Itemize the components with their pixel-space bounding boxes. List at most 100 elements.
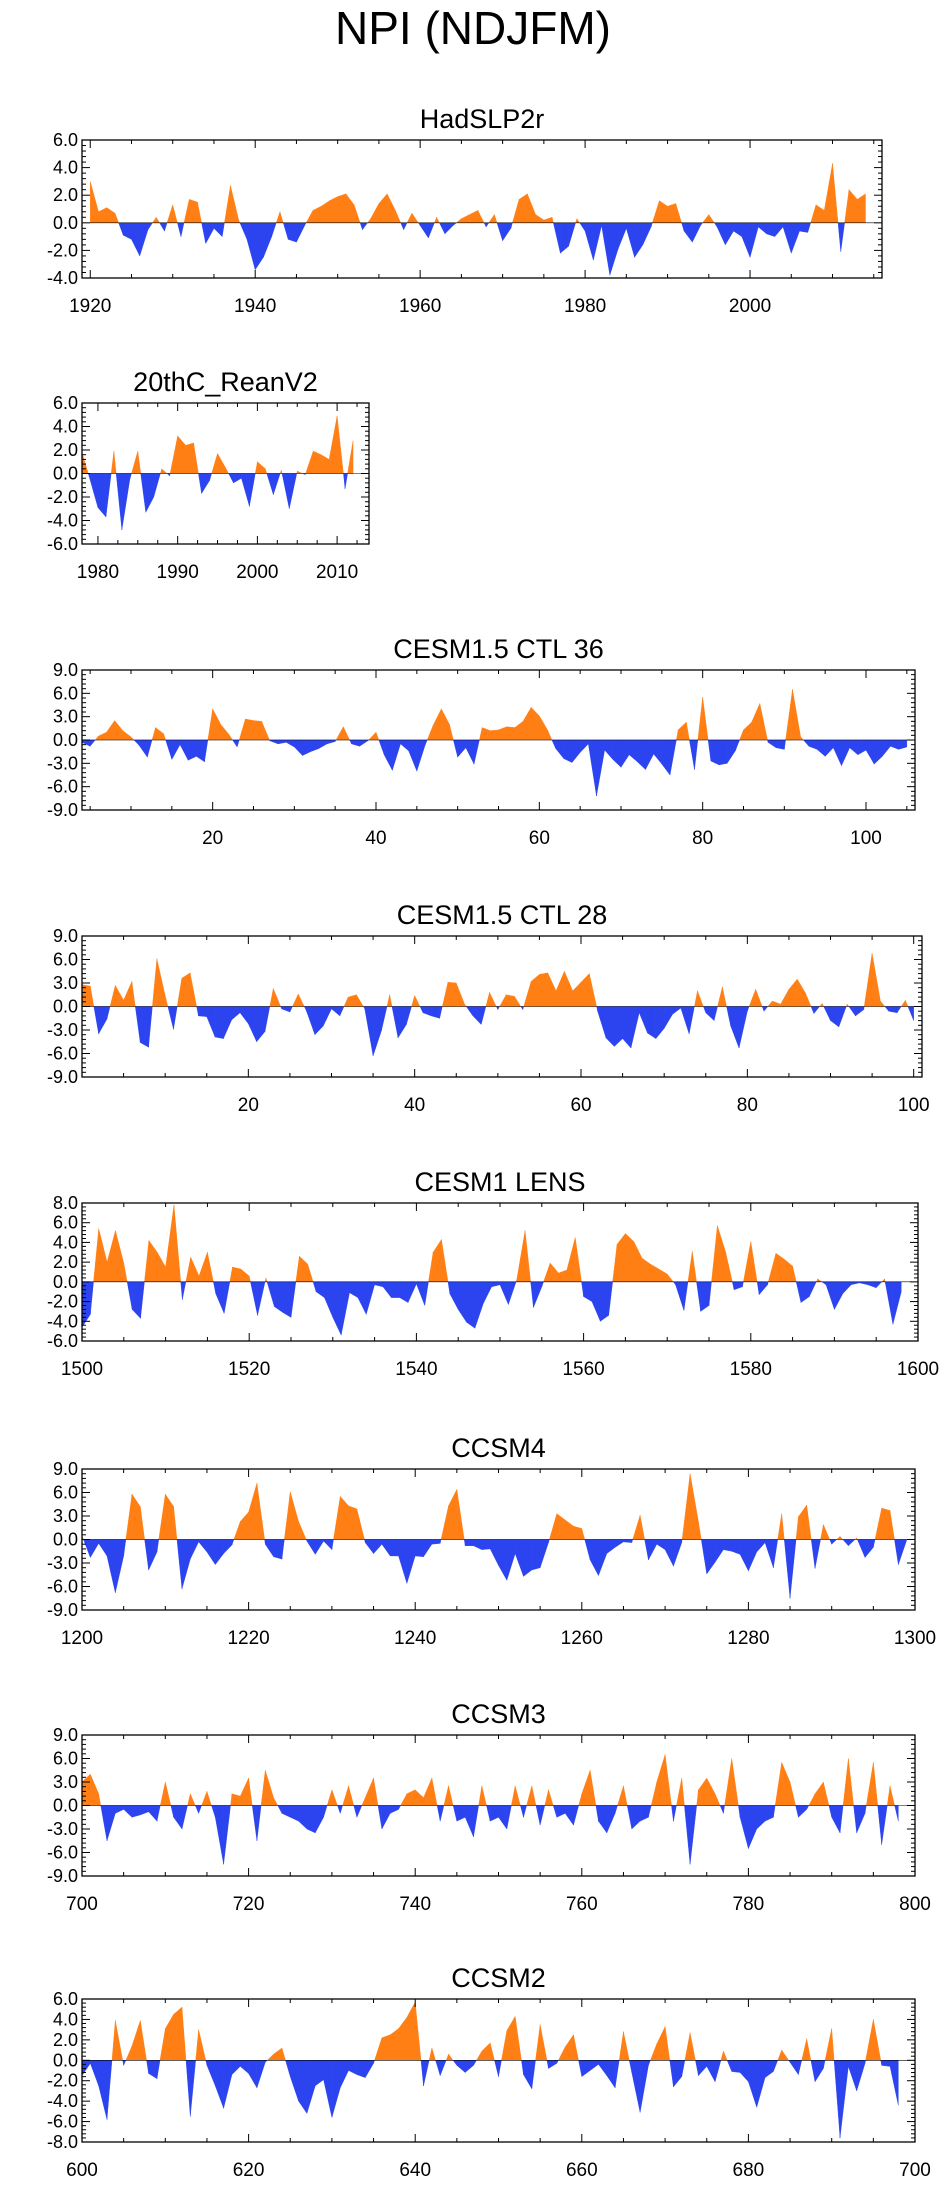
- negative-area-segment: [282, 222, 289, 240]
- negative-area-segment: [397, 1006, 407, 1039]
- negative-area-segment: [520, 1006, 523, 1011]
- negative-area-segment: [133, 739, 140, 746]
- positive-area-segment: [224, 185, 231, 223]
- negative-area-segment: [256, 1805, 262, 1841]
- negative-area-segment: [773, 1805, 776, 1818]
- negative-area-segment: [198, 1805, 202, 1814]
- negative-area-segment: [539, 1539, 549, 1568]
- positive-area-segment: [90, 1774, 99, 1806]
- positive-area-segment: [806, 2038, 812, 2061]
- negative-area-segment: [294, 739, 303, 757]
- negative-area-segment: [735, 739, 740, 751]
- negative-area-segment: [731, 2060, 741, 2073]
- negative-area-segment: [190, 2060, 196, 2117]
- negative-area-segment: [187, 739, 197, 761]
- negative-area-segment: [198, 1539, 208, 1553]
- negative-area-segment: [177, 222, 182, 237]
- negative-area-segment: [596, 739, 605, 797]
- y-tick-label: 0.0: [53, 213, 78, 233]
- positive-area-segment: [411, 212, 419, 223]
- positive-area-segment: [641, 1257, 651, 1283]
- positive-area-segment: [714, 1793, 721, 1806]
- negative-area-segment: [464, 1805, 474, 1837]
- positive-area-segment: [464, 1003, 467, 1007]
- negative-area-segment: [663, 1006, 673, 1030]
- positive-area-segment: [232, 1266, 242, 1283]
- negative-area-segment: [306, 1006, 316, 1035]
- negative-area-segment: [356, 1805, 363, 1818]
- negative-area-segment: [373, 1539, 383, 1555]
- positive-area-segment: [152, 216, 157, 223]
- positive-area-segment: [573, 2034, 579, 2061]
- negative-area-segment: [171, 739, 181, 760]
- positive-area-segment: [140, 1506, 145, 1540]
- positive-area-segment: [193, 442, 199, 474]
- negative-area-segment: [298, 1805, 308, 1830]
- panel-7: CCSM3 9.0 6.0 3.0 0.0 -3.0 -6.0 -9.0 700 720 740 76…: [47, 1699, 931, 1915]
- positive-area-segment: [217, 452, 226, 474]
- panel-8: CCSM2 6.04.02.00.0-2.0-4.0-6.0-8.0 600 620 6…: [47, 1963, 931, 2181]
- positive-area-segment: [281, 469, 283, 474]
- positive-area-segment: [785, 689, 793, 741]
- negative-area-segment: [331, 2060, 341, 2118]
- negative-area-segment: [211, 1805, 216, 1818]
- negative-area-segment: [828, 1805, 832, 1818]
- positive-area-segment: [478, 1785, 483, 1806]
- negative-area-segment: [850, 1281, 860, 1286]
- negative-area-segment: [849, 739, 859, 756]
- negative-area-segment: [896, 1006, 902, 1014]
- negative-area-segment: [156, 1805, 161, 1822]
- negative-area-segment: [452, 1805, 458, 1822]
- negative-area-segment: [816, 739, 826, 757]
- positive-area-segment: [831, 2028, 835, 2061]
- negative-area-segment: [180, 222, 185, 237]
- negative-area-segment: [281, 473, 290, 509]
- y-tick-label: 6.0: [53, 1989, 78, 2009]
- positive-area-segment: [299, 1255, 308, 1283]
- positive-area-segment: [431, 1778, 438, 1806]
- negative-area-segment: [506, 1539, 516, 1581]
- negative-area-segment: [637, 739, 646, 771]
- positive-area-segment: [177, 435, 186, 474]
- negative-area-segment: [173, 1006, 178, 1030]
- y-tick-label: -2.0: [47, 487, 78, 507]
- positive-area-segment: [115, 2020, 123, 2061]
- positive-area-segment: [684, 2032, 691, 2061]
- positive-area-segment: [189, 199, 198, 223]
- negative-area-segment: [265, 2060, 268, 2063]
- negative-area-segment: [842, 1281, 852, 1295]
- negative-area-segment: [806, 1805, 810, 1810]
- positive-area-segment: [253, 720, 262, 741]
- negative-area-segment: [579, 222, 586, 232]
- positive-area-segment: [279, 211, 284, 223]
- negative-area-segment: [456, 1805, 466, 1822]
- positive-area-segment: [589, 973, 597, 1007]
- negative-area-segment: [494, 2060, 499, 2077]
- y-tick-label: 2.0: [53, 2030, 78, 2050]
- positive-area-segment: [681, 1778, 685, 1806]
- negative-area-segment: [337, 1805, 341, 1814]
- negative-area-segment: [315, 1281, 325, 1299]
- negative-area-segment: [392, 739, 401, 771]
- positive-area-segment: [581, 1770, 591, 1806]
- positive-area-segment: [676, 729, 679, 741]
- negative-area-segment: [764, 1805, 774, 1822]
- positive-area-segment: [229, 1267, 233, 1283]
- negative-area-segment: [165, 739, 173, 760]
- y-tick-label: 0.0: [53, 1272, 78, 1292]
- positive-area-segment: [123, 1263, 128, 1283]
- positive-area-segment: [185, 1257, 191, 1283]
- positive-area-segment: [456, 1489, 465, 1540]
- positive-area-segment: [527, 193, 536, 223]
- negative-area-segment: [622, 1006, 632, 1049]
- panel-title: CESM1.5 CTL 36: [393, 634, 604, 664]
- panel-2: 20thC_ReanV2 6.0 4.0 2.0 0.0 -2.0 -4.0 -6.0 1980…: [47, 367, 370, 583]
- positive-area-segment: [113, 451, 117, 474]
- positive-area-segment: [161, 468, 168, 474]
- negative-area-segment: [791, 222, 800, 254]
- negative-area-segment: [694, 739, 699, 770]
- negative-area-segment: [164, 222, 168, 232]
- positive-area-segment: [623, 1785, 628, 1806]
- x-tick-label: 1240: [394, 1628, 436, 1649]
